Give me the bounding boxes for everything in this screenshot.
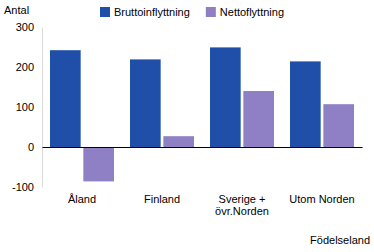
x-tick-label-line: Utom Norden bbox=[289, 193, 354, 205]
bar bbox=[243, 91, 274, 147]
bar bbox=[290, 61, 321, 147]
bar bbox=[163, 136, 194, 147]
x-tick-label: Åland bbox=[68, 193, 96, 205]
bar bbox=[210, 47, 241, 147]
y-tick-label: 300 bbox=[16, 21, 34, 33]
y-tick-label: -100 bbox=[12, 181, 34, 193]
legend: Bruttoinflyttning Nettoflyttning bbox=[100, 6, 284, 18]
y-tick: 200 bbox=[16, 61, 42, 73]
x-axis: Åland Finland Sverige +övr.Norden Utom Nord… bbox=[43, 147, 363, 217]
legend-swatch bbox=[100, 7, 110, 17]
legend-label: Bruttoinflyttning bbox=[114, 6, 190, 18]
y-tick-label: 0 bbox=[28, 141, 34, 153]
y-tick: 100 bbox=[16, 101, 42, 113]
bar bbox=[323, 104, 354, 147]
x-axis-line bbox=[43, 147, 363, 148]
x-tick: Sverige +övr.Norden bbox=[215, 147, 269, 217]
legend-label: Nettoflyttning bbox=[220, 6, 284, 18]
x-tick: Finland bbox=[144, 147, 180, 205]
y-tick: 0 bbox=[28, 141, 42, 153]
bars bbox=[50, 47, 354, 181]
y-axis-line bbox=[42, 28, 43, 188]
bar bbox=[50, 50, 81, 147]
y-axis: -100 0 100 200 300 bbox=[12, 21, 43, 193]
y-tick: 300 bbox=[16, 21, 42, 33]
y-tick-label: 200 bbox=[16, 61, 34, 73]
chart: -100 0 100 200 300 Åland Finland Sverige +övr.N… bbox=[0, 0, 374, 252]
x-tick-label: Sverige +övr.Norden bbox=[215, 193, 269, 217]
y-axis-title: Antal bbox=[4, 4, 29, 16]
x-tick: Utom Norden bbox=[289, 147, 354, 205]
y-tick-label: 100 bbox=[16, 101, 34, 113]
legend-swatch bbox=[206, 7, 216, 17]
x-tick-label-line: Finland bbox=[144, 193, 180, 205]
x-tick-label: Finland bbox=[144, 193, 180, 205]
x-axis-title: Födelseland bbox=[310, 234, 370, 246]
bar bbox=[130, 59, 161, 147]
x-tick: Åland bbox=[68, 147, 96, 205]
x-tick-label-line: Sverige + bbox=[219, 193, 266, 205]
x-tick-label-line: Åland bbox=[68, 193, 96, 205]
bar bbox=[83, 147, 114, 181]
x-tick-label-line: övr.Norden bbox=[215, 205, 269, 217]
y-tick: -100 bbox=[12, 181, 42, 193]
x-tick-label: Utom Norden bbox=[289, 193, 354, 205]
